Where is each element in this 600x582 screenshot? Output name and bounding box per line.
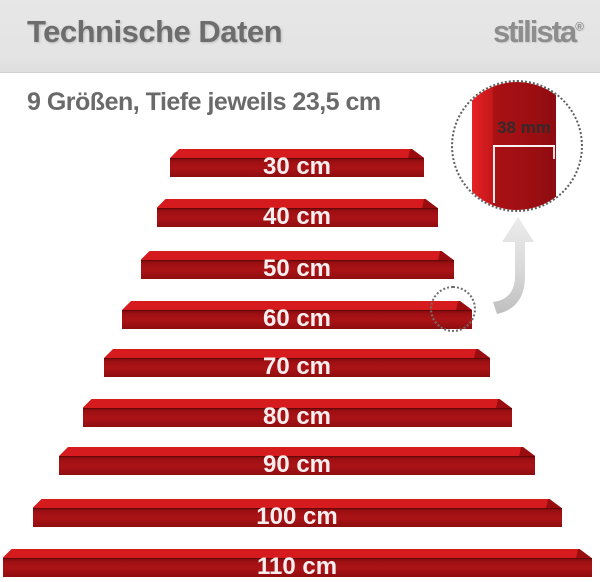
shelf-30cm: 30 cm — [170, 149, 424, 180]
shelf-front-face: 80 cm — [82, 403, 512, 430]
shelf-top-face — [59, 447, 535, 456]
subtitle: 9 Größen, Tiefe jeweils 23,5 cm — [27, 88, 381, 116]
shelf-50cm: 50 cm — [140, 251, 454, 282]
brand-logo: stilista® — [493, 14, 584, 50]
shelf-size-label: 30 cm — [262, 153, 332, 180]
shelf-40cm: 40 cm — [156, 199, 438, 230]
shelf-top-face — [157, 199, 438, 208]
shelf-size-label: 40 cm — [262, 203, 332, 230]
thickness-label: 38 mm — [497, 118, 551, 137]
page-title: Technische Daten — [27, 14, 283, 49]
shelf-top-face — [141, 251, 454, 260]
shelf-100cm: 100 cm — [32, 499, 562, 530]
board-side-face — [472, 82, 493, 210]
shelf-60cm: 60 cm — [122, 301, 472, 332]
shelf-top-face — [83, 399, 512, 408]
shelf-110cm: 110 cm — [2, 549, 592, 580]
shelf-size-label: 80 cm — [262, 403, 332, 430]
shelf-top-face — [104, 349, 490, 358]
shelf-front-face: 40 cm — [156, 203, 438, 230]
shelf-front-face: 30 cm — [170, 153, 424, 180]
shelf-70cm: 70 cm — [104, 349, 490, 380]
shelf-size-label: 110 cm — [256, 553, 338, 580]
shelf-front-face: 90 cm — [59, 451, 535, 478]
dimension-line — [493, 145, 555, 147]
dotted-highlight-circle-icon — [430, 286, 476, 332]
shelf-size-label: 50 cm — [262, 255, 332, 282]
shelf-90cm: 90 cm — [59, 447, 535, 478]
shelf-front-face: 110 cm — [2, 553, 592, 580]
dimension-tick-left — [493, 145, 495, 203]
shelf-top-face — [3, 549, 592, 558]
thickness-detail-circle: 38 mm — [451, 80, 583, 212]
header: Technische Daten stilista® — [0, 0, 600, 72]
shelf-front-face: 70 cm — [104, 353, 490, 380]
dimension-tick-right — [553, 145, 555, 159]
shelf-front-face: 50 cm — [140, 255, 454, 282]
shelf-size-label: 60 cm — [262, 305, 332, 332]
shelf-top-face — [33, 499, 562, 508]
registered-trademark-icon: ® — [575, 19, 584, 34]
curved-up-arrow-icon — [488, 214, 540, 320]
shelf-front-face: 100 cm — [32, 503, 562, 530]
shelf-size-label: 70 cm — [262, 353, 332, 380]
shelf-front-face: 60 cm — [122, 305, 472, 332]
shelf-size-label: 90 cm — [262, 451, 332, 478]
shelf-80cm: 80 cm — [82, 399, 512, 430]
shelf-size-label: 100 cm — [256, 503, 338, 530]
shelf-top-face — [170, 149, 424, 158]
brand-logo-text: stilista — [492, 14, 577, 49]
